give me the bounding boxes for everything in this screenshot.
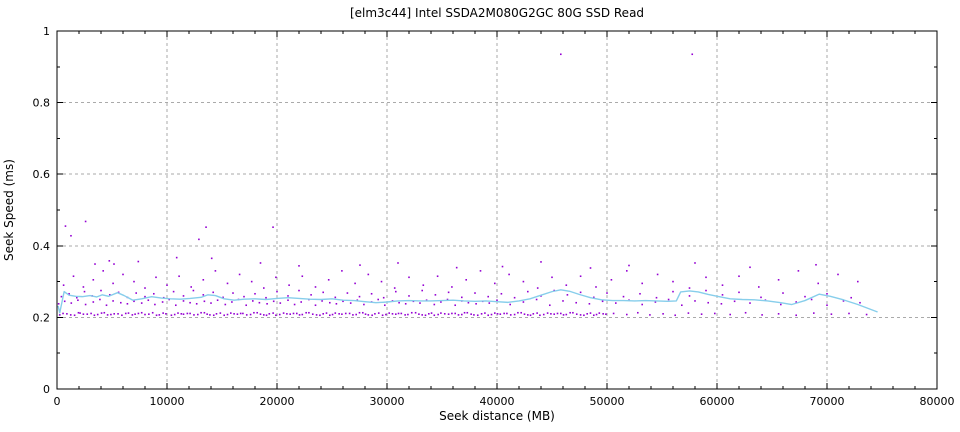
svg-text:50000: 50000 (590, 395, 625, 408)
svg-text:1: 1 (43, 25, 50, 38)
svg-text:0: 0 (54, 395, 61, 408)
chart-title: [elm3c44] Intel SSDA2M080G2GC 80G SSD Re… (349, 6, 645, 20)
scatter-points (57, 53, 868, 317)
grid-lines (57, 31, 937, 389)
y-tick-labels: 0 0.2 0.4 0.6 0.8 1 (33, 25, 51, 396)
plot-border (56, 30, 938, 390)
axis-ticks (56, 30, 938, 390)
x-tick-labels: 0 10000 20000 30000 40000 50000 60000 70000 8000… (54, 395, 955, 408)
svg-text:30000: 30000 (370, 395, 405, 408)
svg-text:70000: 70000 (810, 395, 845, 408)
svg-text:80000: 80000 (920, 395, 955, 408)
svg-text:20000: 20000 (260, 395, 295, 408)
svg-text:0: 0 (43, 383, 50, 396)
svg-text:40000: 40000 (480, 395, 515, 408)
svg-text:60000: 60000 (700, 395, 735, 408)
x-axis-label: Seek distance (MB) (439, 409, 555, 423)
average-line (57, 289, 878, 314)
svg-text:0.2: 0.2 (33, 311, 51, 324)
svg-text:0.8: 0.8 (33, 97, 51, 110)
svg-text:10000: 10000 (150, 395, 185, 408)
svg-text:0.6: 0.6 (33, 168, 51, 181)
svg-text:0.4: 0.4 (33, 240, 51, 253)
